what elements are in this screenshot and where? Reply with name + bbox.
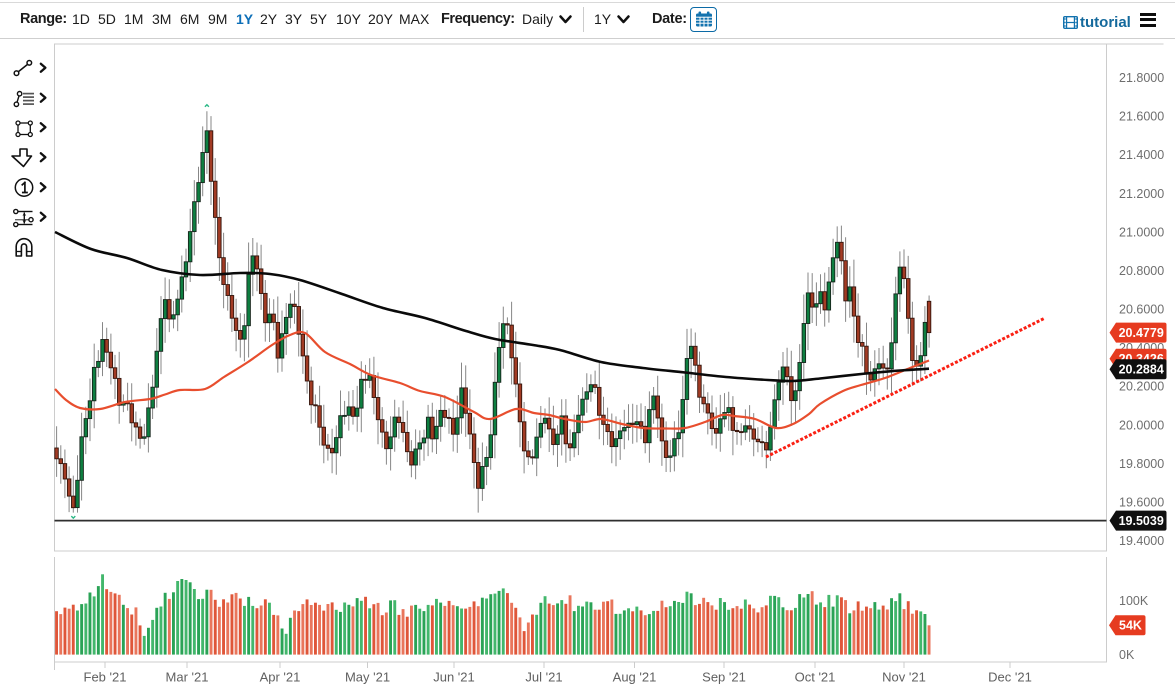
svg-text:20.8000: 20.8000 [1119, 264, 1164, 278]
svg-text:21.2000: 21.2000 [1119, 187, 1164, 201]
svg-text:Aug '21: Aug '21 [613, 670, 657, 685]
svg-text:21.6000: 21.6000 [1119, 110, 1164, 124]
svg-text:19.6000: 19.6000 [1119, 496, 1164, 510]
svg-text:19.4000: 19.4000 [1119, 534, 1164, 548]
svg-text:Jun '21: Jun '21 [433, 670, 475, 685]
svg-text:54K: 54K [1119, 619, 1142, 633]
svg-text:20.2000: 20.2000 [1119, 380, 1164, 394]
svg-text:Apr '21: Apr '21 [260, 670, 301, 685]
svg-text:Jul '21: Jul '21 [525, 670, 562, 685]
svg-text:May '21: May '21 [345, 670, 390, 685]
svg-text:Feb '21: Feb '21 [84, 670, 127, 685]
svg-text:19.5039: 19.5039 [1119, 514, 1164, 528]
svg-text:0K: 0K [1119, 648, 1135, 662]
svg-text:21.4000: 21.4000 [1119, 148, 1164, 162]
svg-text:Nov '21: Nov '21 [882, 670, 926, 685]
svg-text:21.8000: 21.8000 [1119, 71, 1164, 85]
svg-text:Mar '21: Mar '21 [166, 670, 209, 685]
svg-text:20.2884: 20.2884 [1119, 363, 1164, 377]
svg-text:20.6000: 20.6000 [1119, 303, 1164, 317]
svg-text:100K: 100K [1119, 594, 1149, 608]
svg-text:20.0000: 20.0000 [1119, 418, 1164, 432]
svg-text:21.0000: 21.0000 [1119, 225, 1164, 239]
svg-text:Sep '21: Sep '21 [702, 670, 746, 685]
svg-text:20.4779: 20.4779 [1119, 326, 1164, 340]
svg-text:19.8000: 19.8000 [1119, 457, 1164, 471]
svg-text:Oct '21: Oct '21 [795, 670, 836, 685]
svg-text:Dec '21: Dec '21 [988, 670, 1032, 685]
